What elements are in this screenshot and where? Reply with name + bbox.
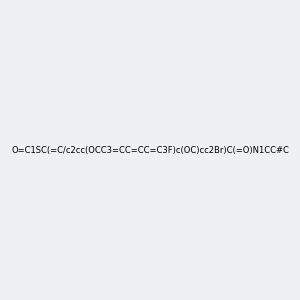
Text: O=C1SC(=C/c2cc(OCC3=CC=CC=C3F)c(OC)cc2Br)C(=O)N1CC#C: O=C1SC(=C/c2cc(OCC3=CC=CC=C3F)c(OC)cc2Br…	[11, 146, 289, 154]
